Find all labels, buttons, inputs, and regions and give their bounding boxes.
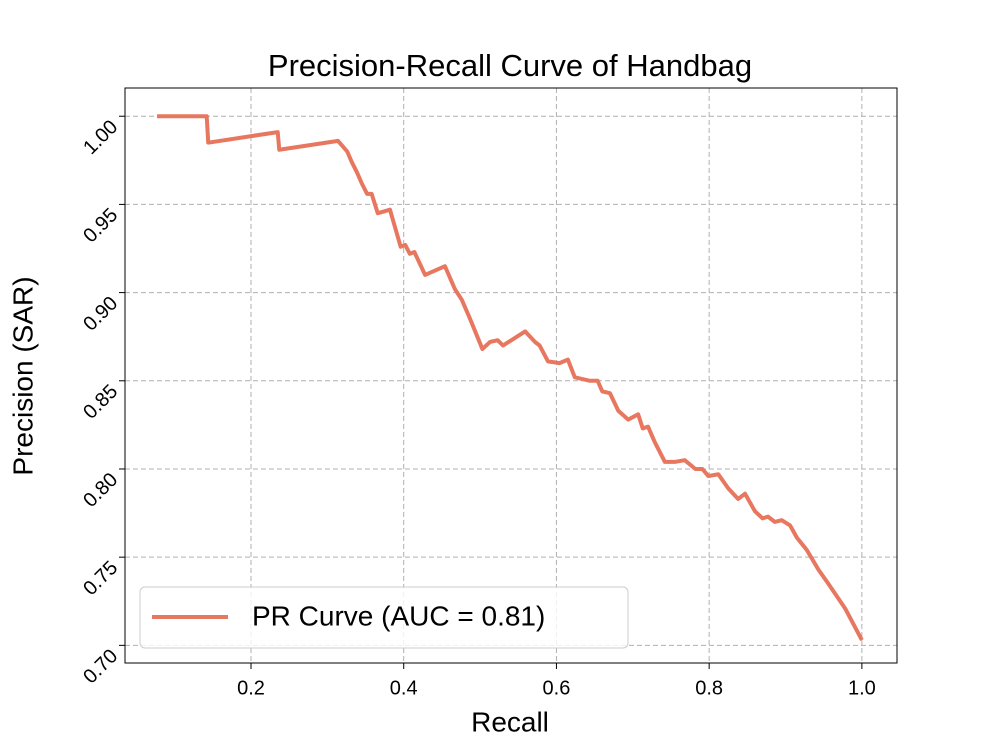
x-axis-label: Recall [471,706,549,737]
y-axis-label: Precision (SAR) [7,276,38,475]
x-tick-label: 1.0 [848,677,876,699]
x-tick-label: 0.2 [237,677,265,699]
legend-box [139,586,629,649]
y-tick-label: 0.95 [79,204,122,247]
plot-frame [124,87,898,664]
legend-label: PR Curve (AUC = 0.81) [252,600,545,631]
y-tick-label: 1.00 [79,116,122,159]
pr-line [157,114,864,642]
x-tick-label: 0.6 [543,677,571,699]
x-tick-label: 0.4 [390,677,418,699]
y-tick-label: 0.80 [79,469,122,512]
y-tick-label: 0.70 [79,645,122,688]
y-tick-label: 0.75 [79,557,122,600]
x-tick-label: 0.8 [695,677,723,699]
y-tick-label: 0.85 [79,381,122,424]
y-tick-label: 0.90 [79,292,122,335]
chart-title: Precision-Recall Curve of Handbag [268,48,752,83]
